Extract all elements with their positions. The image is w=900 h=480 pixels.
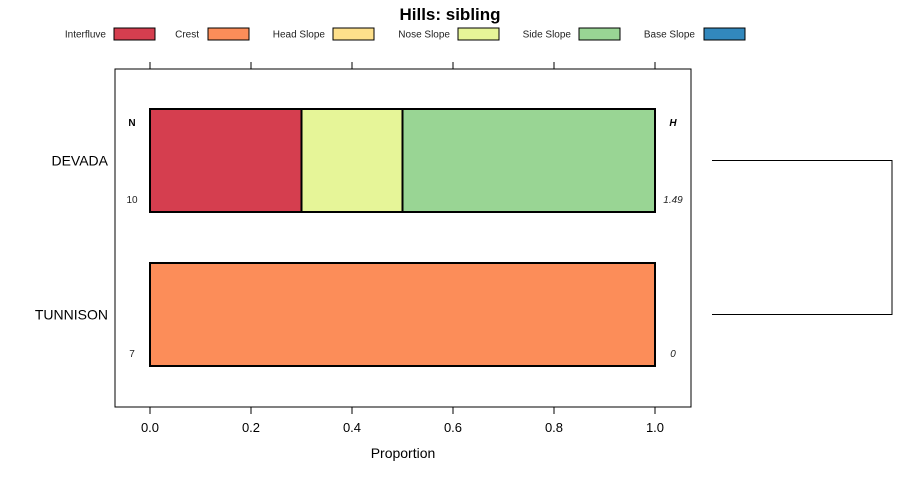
- dendrogram: [712, 160, 893, 315]
- plot-frame: [114, 68, 692, 408]
- x-tick-label: 0.0: [141, 420, 159, 435]
- dendrogram-link: [712, 160, 893, 315]
- row-label-tunnison: TUNNISON: [35, 307, 108, 323]
- x-axis-title: Proportion: [371, 445, 436, 461]
- n-value-devada: 10: [126, 195, 138, 206]
- x-tick-label: 0.8: [545, 420, 563, 435]
- h-value-tunnison: 0: [670, 349, 676, 360]
- bars: [149, 108, 656, 367]
- legend-label-crest: Crest: [175, 30, 199, 41]
- legend-swatch-head-slope: [332, 27, 375, 41]
- legend-label-nose-slope: Nose Slope: [398, 30, 450, 41]
- bar-devada-nose-slope: [300, 108, 404, 213]
- row-label-devada: DEVADA: [51, 153, 108, 169]
- h-column-header: H: [669, 118, 677, 129]
- x-tick-label: 1.0: [646, 420, 664, 435]
- chart-title: Hills: sibling: [399, 5, 500, 24]
- legend-label-head-slope: Head Slope: [273, 30, 326, 41]
- x-tick-label: 0.6: [444, 420, 462, 435]
- x-axis: 0.0 0.2 0.4 0.6 0.8 1.0: [141, 62, 664, 435]
- legend-label-interfluve: Interfluve: [65, 30, 107, 41]
- row-labels: DEVADA 10 1.49 TUNNISON 7 0: [35, 153, 683, 361]
- legend-swatch-side-slope: [578, 27, 621, 41]
- bar-devada-interfluve: [149, 108, 303, 213]
- x-tick-label: 0.2: [242, 420, 260, 435]
- legend-swatch-crest: [207, 27, 250, 41]
- bar-tunnison-crest: [149, 262, 656, 367]
- legend-label-base-slope: Base Slope: [644, 30, 696, 41]
- legend: Interfluve Crest Head Slope Nose Slope Side …: [65, 27, 746, 41]
- n-value-tunnison: 7: [129, 349, 135, 360]
- h-value-devada: 1.49: [663, 195, 683, 206]
- legend-swatch-interfluve: [113, 27, 156, 41]
- bar-devada-side-slope: [401, 108, 656, 213]
- legend-swatch-base-slope: [703, 27, 746, 41]
- n-column-header: N: [128, 118, 135, 129]
- legend-swatch-nose-slope: [457, 27, 500, 41]
- legend-label-side-slope: Side Slope: [523, 30, 572, 41]
- x-tick-label: 0.4: [343, 420, 361, 435]
